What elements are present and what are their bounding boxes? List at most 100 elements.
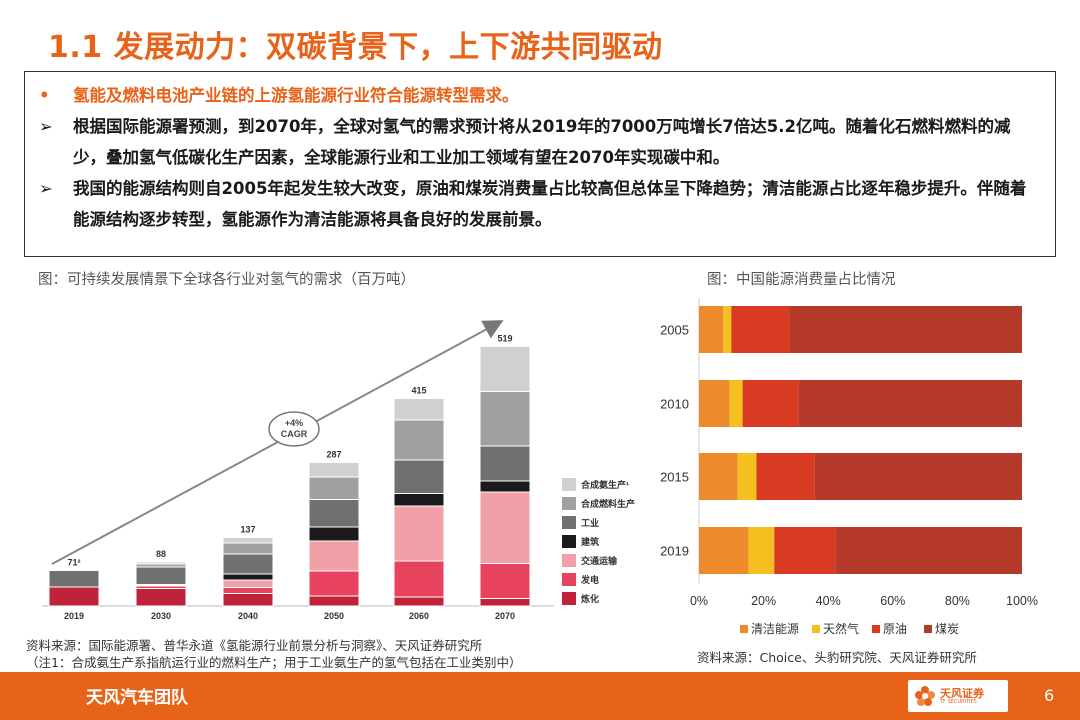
cagr-ellipse	[268, 411, 320, 447]
right-source-note: 资料来源：Choice、头豹研究院、天风证券研究所	[697, 650, 977, 665]
bar-segment	[479, 598, 531, 607]
cagr-label-line1: +4%	[285, 418, 303, 428]
y-tick-label: 2010	[660, 397, 689, 412]
legend-swatch	[812, 625, 820, 633]
bar-total-label: 137	[240, 525, 255, 535]
footer-team-name: 天风汽车团队	[86, 688, 188, 708]
legend-label: 炼化	[581, 593, 599, 604]
bar-total-label: 88	[156, 549, 166, 559]
page-number: 6	[1044, 686, 1055, 705]
bar-total-label: 415	[411, 386, 426, 396]
bar-segment	[699, 306, 724, 353]
legend-label: 合成氨生产¹	[581, 479, 629, 490]
legend-swatch	[562, 573, 576, 586]
bar-segment	[731, 306, 790, 353]
bar-segment	[699, 380, 730, 427]
bullet-text: 氢能及燃料电池产业链的上游氢能源行业符合能源转型需求。	[73, 86, 519, 105]
bar-segment	[135, 561, 187, 565]
legend-swatch	[924, 625, 932, 633]
bar-total-label: 71²	[67, 558, 80, 568]
bar-segment	[222, 579, 274, 588]
bar-segment	[393, 398, 445, 421]
legend-label: 清洁能源	[751, 622, 799, 636]
bar-segment	[479, 391, 531, 447]
legend-label: 原油	[883, 622, 907, 636]
legend-swatch	[562, 478, 576, 491]
bar-segment	[835, 527, 1022, 574]
trend-arrow	[51, 320, 504, 565]
x-tick-label: 60%	[880, 594, 905, 608]
bar-segment	[723, 306, 732, 353]
bar-segment	[222, 587, 274, 594]
bar-segment	[748, 527, 775, 574]
flower-logo-icon	[915, 686, 935, 706]
bar-total-label: 519	[497, 334, 512, 344]
left-figure-caption: 图：可持续发展情景下全球各行业对氢气的需求（百万吨）	[38, 272, 415, 288]
legend-label: 工业	[581, 517, 599, 528]
hydrogen-demand-chart: +4%CAGR 71² 2019 88 2030 137 2040 287 2050 415 206…	[42, 320, 635, 621]
arrow-bullet-icon: ➢	[39, 179, 53, 198]
x-tick-label: 80%	[945, 594, 970, 608]
bar-segment	[798, 380, 1022, 427]
logo-subtext: TF SECURITIES	[940, 699, 977, 705]
bar-segment	[222, 553, 274, 575]
bar-segment	[308, 476, 360, 500]
legend-label: 建筑	[581, 536, 599, 547]
x-tick-label: 0%	[690, 594, 708, 608]
bullet-dot-icon: •	[39, 86, 50, 105]
bullet-item: ➢ 我国的能源结构则自2005年起发生较大改变，原油和煤炭消费量占比较高但总体呈…	[37, 173, 1039, 235]
bar-segment	[308, 570, 360, 597]
bar-segment	[393, 505, 445, 562]
bar-segment	[814, 453, 1022, 500]
x-tick-label: 100%	[1006, 594, 1038, 608]
bar-segment	[393, 459, 445, 494]
bar-segment	[48, 586, 100, 607]
legend-swatch	[562, 554, 576, 567]
bar-segment	[756, 453, 815, 500]
bar-segment	[479, 445, 531, 482]
x-tick-label: 2070	[495, 611, 515, 621]
legend-swatch	[740, 625, 748, 633]
bar-segment	[48, 570, 100, 588]
bullet-text: 我国的能源结构则自2005年起发生较大改变，原油和煤炭消费量占比较高但总体呈下降…	[73, 179, 1027, 229]
legend-label: 交通运输	[581, 555, 618, 566]
bar-segment	[699, 527, 749, 574]
x-tick-label: 2060	[409, 611, 429, 621]
bar-segment	[479, 480, 531, 493]
bullet-item: • 氢能及燃料电池产业链的上游氢能源行业符合能源转型需求。	[37, 80, 1039, 111]
y-tick-label: 2005	[660, 323, 689, 338]
legend-swatch	[562, 516, 576, 529]
legend-swatch	[562, 535, 576, 548]
bar-segment	[222, 593, 274, 607]
bar-total-label: 287	[326, 450, 341, 460]
bar-segment	[393, 596, 445, 607]
bar-segment	[393, 493, 445, 507]
y-tick-label: 2019	[660, 544, 689, 559]
y-tick-label: 2015	[660, 470, 689, 485]
bar-segment	[789, 306, 1022, 353]
bar-segment	[393, 560, 445, 598]
bar-segment	[222, 542, 274, 555]
legend-label: 煤炭	[935, 622, 959, 636]
legend-swatch	[872, 625, 880, 633]
bar-segment	[393, 419, 445, 461]
legend-label: 合成燃料生产	[581, 498, 635, 509]
legend-label: 天然气	[823, 621, 859, 636]
legend-swatch	[562, 592, 576, 605]
cagr-label-line2: CAGR	[281, 429, 308, 439]
bar-segment	[308, 540, 360, 572]
left-source-note: 资料来源：国际能源署、普华永道《氢能源行业前景分析与洞察》、天风证券研究所	[26, 638, 483, 653]
bar-segment	[729, 380, 743, 427]
energy-share-chart: 2005 2010 2015 2019 0% 20% 40% 60% 80% 100% 清洁能源 天然…	[660, 298, 1038, 636]
legend-swatch	[562, 497, 576, 510]
bar-segment	[135, 566, 187, 585]
x-tick-label: 2040	[238, 611, 258, 621]
x-tick-label: 20%	[751, 594, 776, 608]
bar-segment	[308, 526, 360, 542]
logo-text: 天风证券	[940, 687, 984, 700]
bar-segment	[699, 453, 738, 500]
legend-label: 发电	[580, 574, 599, 585]
bar-segment	[222, 537, 274, 544]
x-tick-label: 2030	[151, 611, 171, 621]
footer-bar: 天风汽车团队 天风证券 TF SECURITIES 6	[0, 672, 1080, 720]
